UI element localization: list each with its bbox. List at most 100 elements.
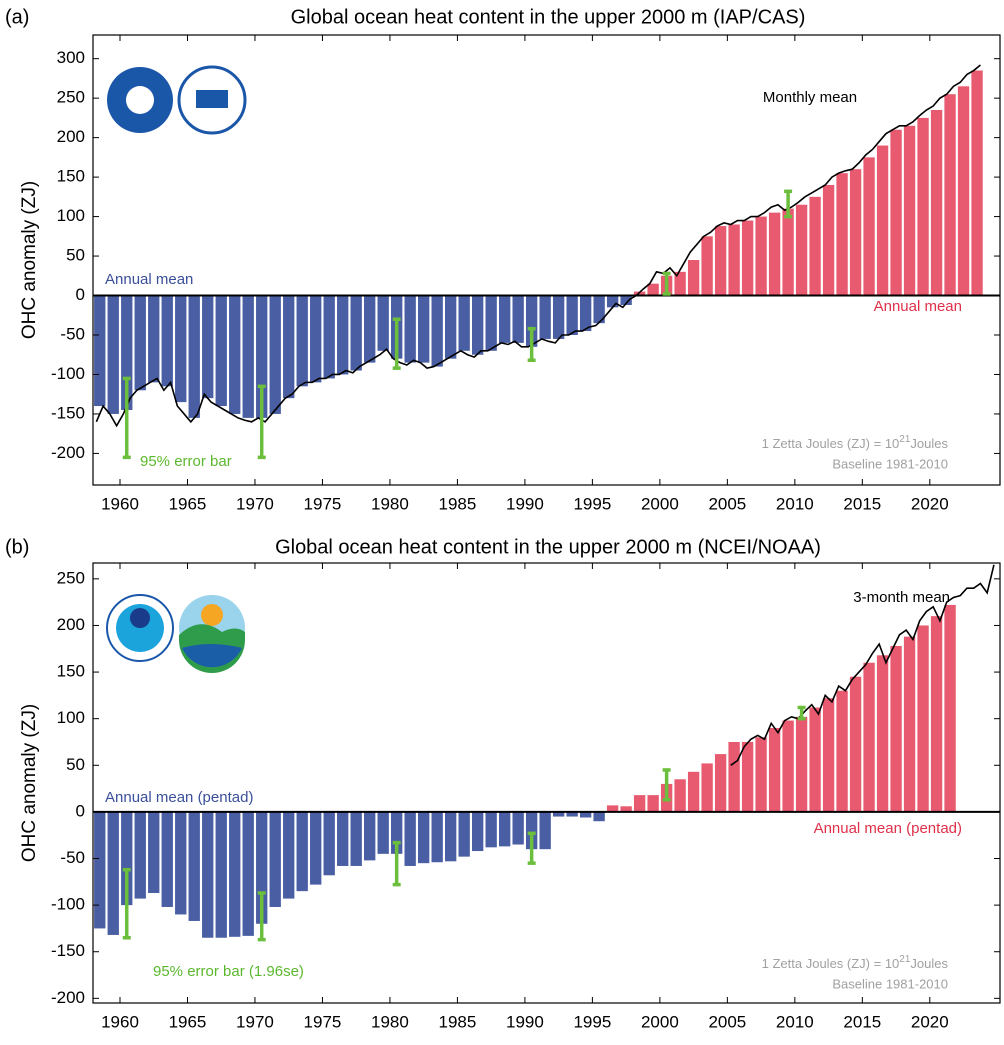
bar bbox=[445, 811, 457, 862]
logo bbox=[196, 90, 228, 108]
bar bbox=[930, 110, 943, 296]
x-tick-label: 1975 bbox=[304, 1012, 342, 1031]
unit-note-text: 1 Zetta Joules (ZJ) = 10 bbox=[762, 956, 900, 971]
bar bbox=[498, 811, 511, 847]
bar bbox=[836, 690, 848, 812]
bar bbox=[822, 698, 835, 812]
bar bbox=[471, 295, 484, 355]
bar bbox=[134, 295, 146, 391]
bar bbox=[323, 295, 335, 379]
bar bbox=[404, 295, 416, 363]
bar bbox=[687, 771, 700, 812]
annotation: 3-month mean bbox=[853, 589, 950, 606]
error-bar bbox=[392, 317, 401, 370]
bar bbox=[728, 741, 740, 812]
bar bbox=[647, 283, 659, 296]
bar bbox=[755, 216, 767, 296]
error-bar bbox=[527, 831, 536, 865]
bar bbox=[944, 94, 956, 296]
bar bbox=[485, 295, 497, 351]
bar bbox=[94, 811, 106, 929]
bar bbox=[566, 295, 578, 335]
bar bbox=[809, 707, 821, 812]
bar bbox=[350, 811, 362, 866]
y-axis-label: OHC anomaly (ZJ) bbox=[19, 181, 40, 339]
bar bbox=[458, 811, 470, 857]
bar bbox=[809, 196, 821, 296]
x-tick-label: 2015 bbox=[843, 494, 881, 513]
unit-note-text: Joules bbox=[910, 436, 948, 451]
bar bbox=[512, 295, 524, 343]
bar bbox=[512, 811, 524, 845]
x-tick-label: 2010 bbox=[776, 494, 814, 513]
bar bbox=[714, 754, 727, 812]
annotation: 95% error bar bbox=[140, 453, 232, 470]
x-tick-label: 1995 bbox=[573, 1012, 611, 1031]
bar bbox=[310, 811, 322, 885]
bar bbox=[418, 811, 430, 864]
bar bbox=[148, 295, 160, 383]
y-tick-label: 150 bbox=[57, 167, 85, 186]
x-tick-label: 1960 bbox=[101, 1012, 139, 1031]
x-tick-label: 2005 bbox=[708, 494, 746, 513]
error-bar bbox=[662, 768, 671, 802]
bar bbox=[930, 616, 943, 812]
baseline-note: Baseline 1981-2010 bbox=[832, 976, 948, 991]
bar bbox=[620, 295, 632, 305]
unit-note-text: 1 Zetta Joules (ZJ) = 10 bbox=[762, 436, 900, 451]
logos-b bbox=[106, 594, 245, 673]
bar bbox=[741, 220, 754, 296]
bar bbox=[782, 208, 794, 296]
bar bbox=[539, 295, 551, 339]
bar bbox=[229, 811, 241, 937]
bar bbox=[310, 295, 322, 383]
bar bbox=[701, 763, 713, 812]
unit-note: 1 Zetta Joules (ZJ) = 1021Joules bbox=[762, 954, 949, 972]
x-tick-label: 1975 bbox=[304, 494, 342, 513]
bar bbox=[890, 129, 902, 296]
x-tick-label: 2010 bbox=[776, 1012, 814, 1031]
x-tick-label: 2000 bbox=[641, 1012, 679, 1031]
bar bbox=[944, 604, 956, 812]
bar bbox=[296, 811, 308, 892]
bar bbox=[579, 295, 592, 332]
x-tick-label: 1970 bbox=[236, 1012, 274, 1031]
bar bbox=[566, 811, 578, 817]
annotation: Annual mean (pentad) bbox=[814, 820, 962, 837]
x-tick-label: 1980 bbox=[371, 494, 409, 513]
bar bbox=[620, 806, 632, 812]
y-tick-label: 0 bbox=[76, 285, 85, 304]
bar bbox=[525, 295, 538, 347]
bar bbox=[606, 295, 619, 308]
bar bbox=[795, 204, 808, 296]
logo bbox=[130, 608, 150, 628]
bar bbox=[728, 224, 740, 296]
bar bbox=[148, 811, 160, 893]
bar bbox=[863, 157, 875, 296]
bar bbox=[202, 811, 214, 938]
bar bbox=[337, 811, 349, 866]
annotation: Annual mean bbox=[105, 271, 193, 288]
mean-line bbox=[730, 564, 995, 766]
y-tick-label: 150 bbox=[57, 662, 85, 681]
bar bbox=[633, 795, 646, 812]
bar bbox=[256, 811, 268, 924]
error-bar bbox=[122, 376, 131, 460]
bar bbox=[323, 811, 335, 876]
bar bbox=[229, 295, 241, 414]
bar bbox=[917, 117, 929, 296]
bar bbox=[161, 295, 173, 387]
bar bbox=[377, 295, 389, 351]
x-tick-label: 2015 bbox=[843, 1012, 881, 1031]
bar bbox=[674, 271, 686, 296]
bar bbox=[269, 295, 281, 414]
annotation: 95% error bar (1.96se) bbox=[153, 963, 304, 980]
x-tick-label: 1970 bbox=[236, 494, 274, 513]
bar bbox=[539, 811, 551, 850]
bar bbox=[107, 295, 119, 414]
unit-note-exponent: 21 bbox=[899, 954, 911, 965]
bar bbox=[795, 716, 808, 812]
error-bar bbox=[662, 271, 671, 296]
bar bbox=[121, 295, 133, 410]
